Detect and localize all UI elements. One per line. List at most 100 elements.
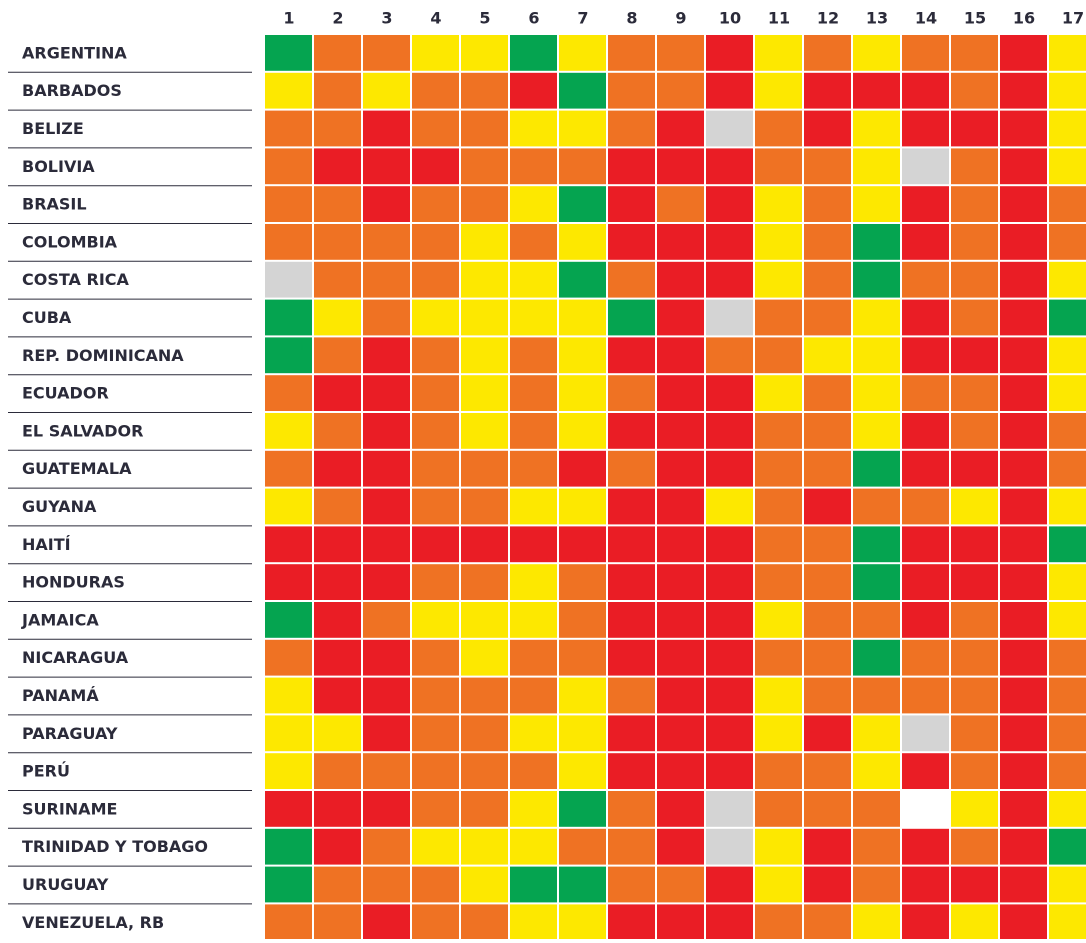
cell <box>363 413 410 449</box>
cell <box>608 828 655 865</box>
cell <box>1000 110 1047 147</box>
cell <box>657 337 704 374</box>
cell <box>1049 299 1086 336</box>
cell <box>559 337 606 374</box>
row-label: PERÚ <box>22 762 70 781</box>
row-label: HONDURAS <box>22 573 125 592</box>
cell <box>314 904 361 941</box>
column-label: 13 <box>866 9 888 28</box>
row-label: EL SALVADOR <box>22 421 143 440</box>
cell <box>363 450 410 487</box>
cell <box>265 753 312 789</box>
cell <box>363 110 410 147</box>
cell <box>510 72 557 109</box>
cell <box>755 337 802 374</box>
cell <box>853 299 900 336</box>
cell <box>951 715 998 752</box>
cell <box>314 791 361 827</box>
row-label: ARGENTINA <box>22 43 127 62</box>
cell <box>755 715 802 752</box>
cell <box>1049 677 1086 714</box>
cell <box>265 261 312 298</box>
cell <box>755 866 802 903</box>
cell <box>314 375 361 411</box>
cell <box>265 299 312 336</box>
cell <box>314 564 361 600</box>
cell <box>755 677 802 714</box>
cell <box>265 828 312 865</box>
cell <box>706 602 753 638</box>
cell <box>951 602 998 638</box>
cell <box>510 526 557 563</box>
row-label: BRASIL <box>22 195 87 214</box>
cell <box>804 110 851 147</box>
column-label: 4 <box>430 9 441 28</box>
cell <box>706 261 753 298</box>
cell <box>461 602 508 638</box>
cell <box>1049 828 1086 865</box>
cell <box>559 677 606 714</box>
cell <box>853 413 900 449</box>
cell <box>461 35 508 71</box>
cell <box>314 110 361 147</box>
cell <box>902 866 949 903</box>
cell <box>510 337 557 374</box>
cell <box>706 450 753 487</box>
cell <box>608 337 655 374</box>
cell <box>559 791 606 827</box>
cell <box>363 602 410 638</box>
cell <box>461 148 508 185</box>
cell <box>657 753 704 789</box>
cell <box>608 413 655 449</box>
cell <box>804 602 851 638</box>
row-label: VENEZUELA, RB <box>22 913 164 932</box>
cell <box>853 261 900 298</box>
cell <box>265 866 312 903</box>
cell <box>461 337 508 374</box>
cell <box>510 677 557 714</box>
cell <box>314 35 361 71</box>
cell <box>804 72 851 109</box>
cell <box>314 866 361 903</box>
row-label: GUYANA <box>22 497 97 516</box>
cell <box>559 148 606 185</box>
cell <box>314 224 361 260</box>
cell <box>363 35 410 71</box>
cell <box>755 35 802 71</box>
cell <box>804 526 851 563</box>
cell <box>902 148 949 185</box>
cell <box>314 715 361 752</box>
cell <box>951 261 998 298</box>
cell <box>1000 375 1047 411</box>
cell <box>657 564 704 600</box>
cell <box>510 828 557 865</box>
cell <box>804 375 851 411</box>
cell <box>706 148 753 185</box>
cell <box>363 224 410 260</box>
cell <box>1049 866 1086 903</box>
row-label: BELIZE <box>22 119 84 138</box>
cell <box>853 602 900 638</box>
cell <box>755 110 802 147</box>
cell <box>363 488 410 525</box>
cell <box>559 488 606 525</box>
row-label: SURINAME <box>22 799 117 818</box>
row-label: PANAMÁ <box>22 686 99 705</box>
cell <box>412 375 459 411</box>
cell <box>902 72 949 109</box>
cell <box>706 186 753 222</box>
cell <box>706 715 753 752</box>
cell <box>853 337 900 374</box>
cell <box>755 375 802 411</box>
cell <box>608 639 655 676</box>
cell <box>608 526 655 563</box>
cell <box>608 866 655 903</box>
cell <box>706 337 753 374</box>
cell <box>510 791 557 827</box>
cell <box>951 35 998 71</box>
column-label: 6 <box>528 9 539 28</box>
cell <box>363 148 410 185</box>
cell <box>853 488 900 525</box>
row-label: REP. DOMINICANA <box>22 346 184 365</box>
cell <box>510 602 557 638</box>
